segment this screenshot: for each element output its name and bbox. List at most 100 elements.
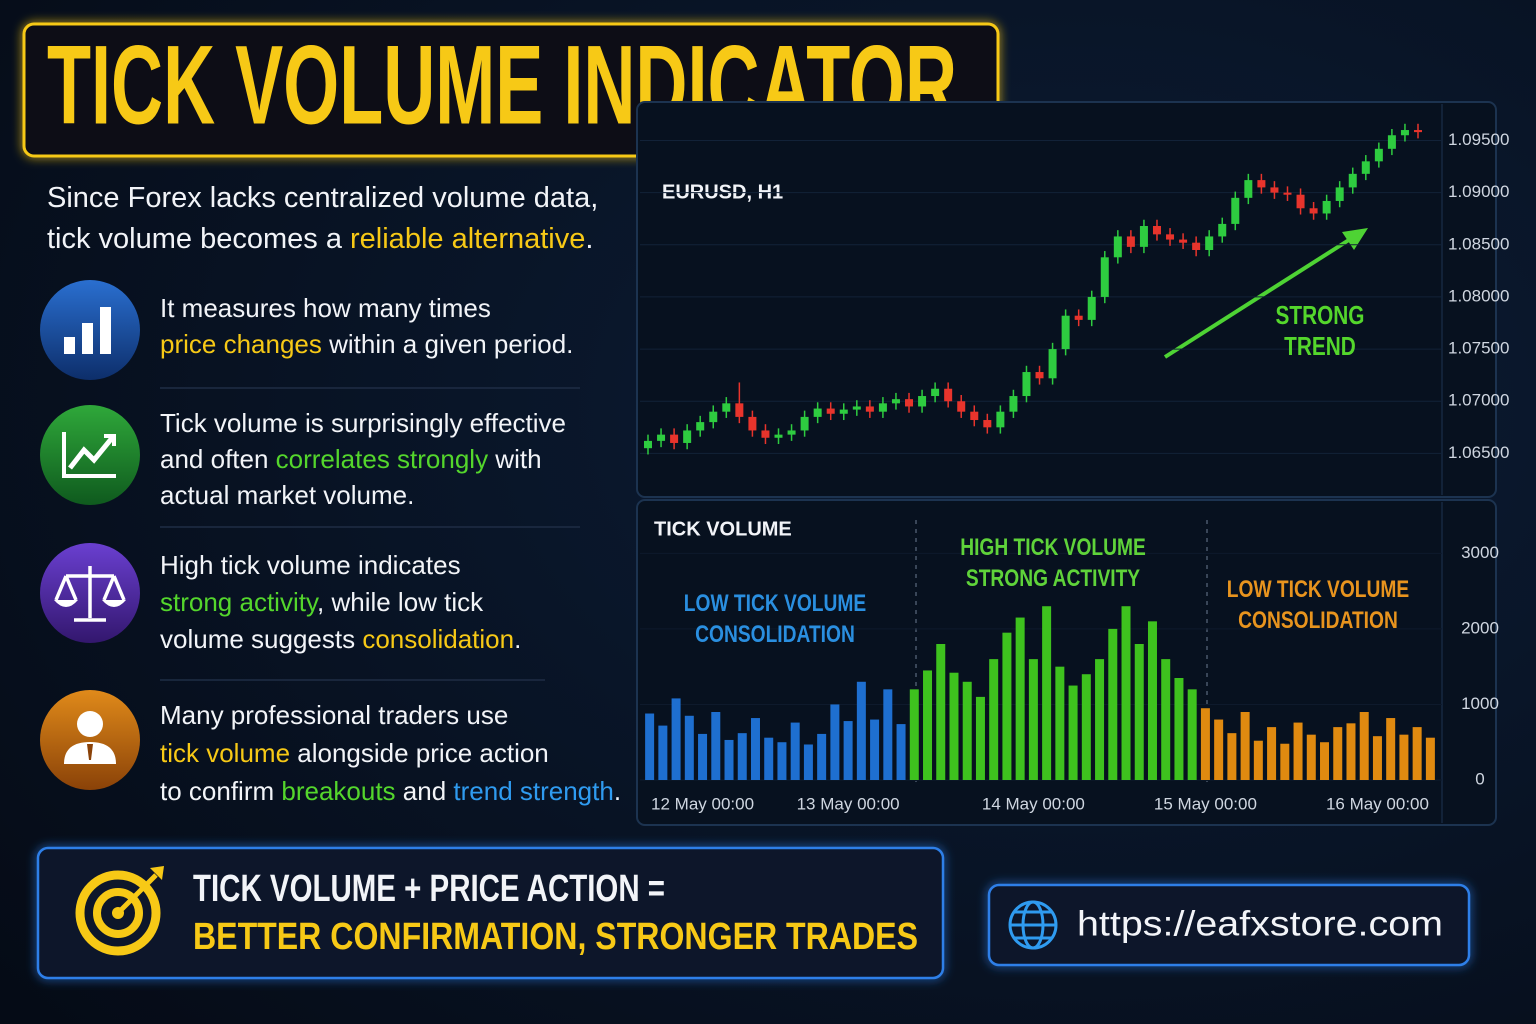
- volume-bar: [1028, 659, 1038, 780]
- volume-bar: [1174, 678, 1184, 780]
- y-tick-label: 1.07000: [1448, 391, 1509, 410]
- price-panel: [636, 101, 1497, 498]
- candle-body: [1283, 192, 1292, 195]
- candle-body: [709, 411, 718, 423]
- text-segment: within a given period.: [322, 329, 573, 359]
- text-segment: .: [614, 776, 621, 806]
- text-line: Since Forex lacks centralized volume dat…: [47, 182, 598, 214]
- x-tick-label: 12 May 00:00: [651, 794, 754, 813]
- volume-bar: [698, 733, 708, 780]
- url[interactable]: https://eafxstore.com: [1077, 904, 1443, 943]
- candle-body: [1061, 315, 1070, 350]
- candle-body: [1179, 239, 1188, 243]
- text-line: It measures how many times: [160, 293, 491, 323]
- volume-bar: [1359, 712, 1369, 780]
- candle-body: [1387, 135, 1396, 149]
- volume-bar: [936, 644, 946, 780]
- volume-bar: [1306, 734, 1316, 780]
- text-line: High tick volume indicates: [160, 550, 461, 580]
- volume-bar: [1108, 628, 1118, 780]
- candle-body: [1257, 180, 1266, 188]
- volume-bar: [1161, 659, 1171, 780]
- candle-body: [1270, 187, 1279, 193]
- footer-box: [36, 846, 945, 980]
- candle-body: [891, 399, 900, 404]
- text-segment: strong activity: [160, 587, 319, 617]
- volume-bar: [1320, 742, 1330, 780]
- volume-bar: [1412, 727, 1422, 780]
- candle-body: [735, 403, 744, 417]
- candle-body: [722, 403, 731, 412]
- volume-bar: [1147, 621, 1157, 780]
- text-line: volume suggests consolidation.: [160, 624, 521, 654]
- volume-bar: [1095, 659, 1105, 780]
- candle-body: [839, 409, 848, 414]
- y-tick-label: 1000: [1461, 694, 1499, 713]
- volume-bar: [1214, 719, 1224, 780]
- candle-body: [670, 434, 679, 443]
- volume-bar: [1346, 723, 1356, 780]
- volume-bar: [856, 681, 866, 780]
- text-segment: , while low tick: [317, 587, 484, 617]
- text-segment: Tick volume is surprisingly effective: [160, 408, 566, 438]
- candle-body: [1205, 236, 1214, 250]
- candle-body: [1100, 257, 1109, 297]
- y-tick-label: 3000: [1461, 543, 1499, 562]
- text-segment: to confirm: [160, 776, 281, 806]
- candle-body: [1361, 161, 1370, 174]
- volume-bar: [817, 733, 827, 780]
- y-tick-label: 1.08000: [1448, 286, 1509, 305]
- candle-body: [1335, 187, 1344, 201]
- volume-bar: [671, 698, 681, 780]
- volume-bar: [962, 681, 972, 780]
- volume-bar: [1372, 736, 1382, 780]
- footer-line: TICK VOLUME + PRICE ACTION =: [193, 868, 665, 910]
- x-tick-label: 16 May 00:00: [1326, 794, 1429, 813]
- text-segment: Many professional traders use: [160, 700, 508, 730]
- candle-body: [865, 406, 874, 412]
- text-segment: and often: [160, 444, 276, 474]
- volume-bar: [1015, 617, 1025, 780]
- volume-bar: [1187, 689, 1197, 780]
- icon-target: [75, 866, 164, 956]
- text-segment: tick volume: [160, 738, 290, 768]
- volume-bar: [777, 742, 787, 780]
- volume-bar: [711, 712, 721, 780]
- candle-body: [1048, 349, 1057, 379]
- footer-line: BETTER CONFIRMATION, STRONGER TRADES: [193, 916, 918, 958]
- candle-body: [683, 430, 692, 443]
- volume-bar: [1121, 606, 1131, 780]
- x-tick-label: 15 May 00:00: [1154, 794, 1257, 813]
- text-line: price changes within a given period.: [160, 329, 573, 359]
- candle-body: [996, 411, 1005, 428]
- volume-bar: [737, 733, 747, 780]
- candle-body: [1139, 226, 1148, 247]
- y-tick-label: 0: [1475, 769, 1484, 788]
- y-tick-label: 1.09500: [1448, 130, 1509, 149]
- volume-bar: [1134, 644, 1144, 780]
- text-segment: actual market volume.: [160, 480, 414, 510]
- text-segment: breakouts: [281, 776, 395, 806]
- volume-bar: [1227, 733, 1237, 780]
- text-segment: with: [488, 444, 541, 474]
- volume-bar: [684, 715, 694, 780]
- candle-body: [878, 403, 887, 412]
- volume-bar: [790, 722, 800, 780]
- volume-bar: [923, 670, 933, 780]
- icon-trader: [40, 690, 140, 790]
- volume-bar: [1081, 674, 1091, 780]
- volume-bar: [1280, 743, 1290, 780]
- x-tick-label: 14 May 00:00: [982, 794, 1085, 813]
- volume-bar: [803, 744, 813, 780]
- icon-globe: [1008, 900, 1058, 950]
- text-segment: .: [514, 624, 521, 654]
- candle-body: [1322, 200, 1331, 214]
- icon-scale: [40, 543, 140, 643]
- icon-trend: [40, 405, 140, 505]
- volume-bar: [1240, 712, 1250, 780]
- volume-bar: [1253, 740, 1263, 780]
- text-line: Many professional traders use: [160, 700, 508, 730]
- volume-bar: [896, 724, 906, 780]
- volume-bar: [949, 672, 959, 780]
